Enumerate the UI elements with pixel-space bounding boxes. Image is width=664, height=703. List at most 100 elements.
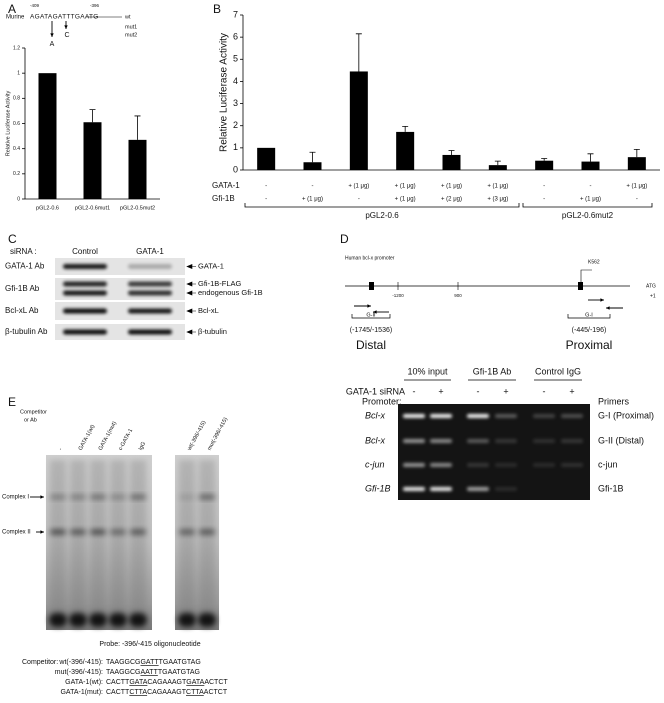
band	[495, 487, 517, 491]
band	[561, 463, 583, 467]
sequence-part: GATA	[186, 679, 204, 686]
group-bracket	[244, 203, 520, 208]
promoter-name: Bcl-x	[365, 435, 385, 445]
antibody-label: GATA-1 Ab	[5, 262, 45, 271]
sequence-part: CAGAAAGT	[147, 679, 187, 686]
arrow-head	[373, 310, 377, 314]
sequence-part: CTTA	[129, 689, 147, 696]
sequence-part: CACTT	[106, 679, 130, 686]
lane-label: wt(-396/-415)	[186, 420, 207, 453]
lane-smear	[110, 460, 126, 620]
bar	[303, 162, 322, 170]
k562-mark	[580, 269, 592, 282]
condition-label: + (1 μg)	[626, 184, 647, 190]
band	[128, 281, 172, 287]
region-label: Proximal	[566, 338, 613, 352]
sequence: CACTTCTTACAGAAAGTCTTAACTCT	[106, 689, 228, 696]
condition-label: -	[590, 184, 592, 190]
band-pointer	[186, 329, 196, 335]
complex-label: Complex II	[2, 530, 31, 536]
allele-label: mut2	[125, 32, 137, 38]
promoter-name: c-jun	[365, 459, 385, 469]
arrow-head	[606, 306, 610, 310]
band-pointer	[186, 281, 196, 287]
sign-label: -	[413, 386, 416, 396]
band	[467, 414, 489, 418]
band	[128, 264, 172, 269]
band	[70, 529, 86, 535]
sequence-part: AATT	[140, 669, 158, 676]
lane-label: mut(-396/-415)	[207, 417, 229, 452]
sign-label: -	[543, 386, 546, 396]
region-label: Distal	[356, 338, 386, 352]
x-tick-label: pGL2-0.5mut2	[120, 205, 155, 211]
bar	[442, 154, 461, 170]
band	[90, 529, 106, 535]
band-pointer	[186, 290, 196, 296]
primers-label: Primers	[598, 396, 629, 406]
bar	[83, 122, 102, 199]
y-tick-label: 6	[233, 32, 238, 42]
group-label: Gfi-1B Ab	[473, 366, 512, 376]
y-tick-label: 7	[233, 9, 238, 19]
y-tick-label: 2	[233, 120, 238, 130]
y-tick-label: 0.6	[13, 121, 20, 127]
condition-label: + (1 μg)	[395, 197, 416, 203]
group-label: Control IgG	[535, 366, 581, 376]
lane-smear	[70, 460, 86, 620]
position-label: 900	[454, 293, 462, 298]
band	[403, 439, 425, 443]
lane-smear	[179, 460, 195, 620]
band-pointer	[186, 264, 196, 269]
y-tick-label: 0	[233, 164, 238, 174]
panel-letter: C	[8, 232, 17, 246]
band	[533, 463, 555, 467]
y-tick-label: 0.4	[13, 146, 20, 152]
band	[130, 495, 146, 499]
promoter-name: Bcl-x	[365, 410, 385, 420]
band	[199, 495, 215, 499]
band-label: β-tubulin	[198, 327, 227, 336]
band	[69, 613, 87, 627]
primer-name: G-II	[366, 312, 376, 318]
primer-name: Gfi-1B	[598, 483, 624, 493]
band	[129, 613, 147, 627]
antibody-label: β-tubulin Ab	[5, 327, 48, 336]
antibody-label: Bcl-xL Ab	[5, 306, 39, 315]
sign-label: -	[477, 386, 480, 396]
band	[561, 439, 583, 443]
lane-smear	[90, 460, 106, 620]
bar	[38, 73, 57, 199]
error-bar	[494, 160, 501, 166]
sign-label: +	[438, 386, 443, 396]
blot-frame	[55, 324, 185, 340]
sequence-part: TGAATGTAG	[158, 669, 200, 676]
range-label: (-1745/-1536)	[350, 327, 392, 334]
row-label: Gfi-1B	[212, 194, 235, 203]
error-bar	[309, 151, 316, 163]
arrow-head	[40, 495, 44, 499]
arrow-head	[367, 304, 371, 308]
lane-label: -	[58, 447, 64, 452]
blot-frame	[55, 258, 185, 275]
sequence: CACTTGATACAGAAAGTGATAACTCT	[106, 679, 228, 686]
sequence-name: mut(-396/-415):	[55, 669, 103, 676]
sequence: TAAGGCGGATTTGAATGTAG	[106, 659, 201, 666]
band	[533, 414, 555, 418]
group-label: 10% input	[407, 366, 448, 376]
x-tick-label: pGL2-0.6mut1	[75, 205, 110, 211]
band	[467, 463, 489, 467]
condition-label: -	[636, 197, 638, 203]
band	[110, 529, 126, 535]
y-tick-label: 3	[233, 98, 238, 108]
bar	[535, 160, 554, 170]
band	[533, 439, 555, 443]
sequence: AGATAGATTTGAATG	[30, 14, 99, 21]
sequence-part: CACTT	[106, 689, 130, 696]
allele-label: mut1	[125, 24, 137, 30]
sequence-part: ACTCT	[204, 679, 228, 686]
competitor-title: Competitor:	[22, 659, 58, 666]
condition-label: + (1 μg)	[487, 184, 508, 190]
condition-label: -	[312, 184, 314, 190]
lane-label: GATA-1(wt)	[78, 424, 97, 452]
